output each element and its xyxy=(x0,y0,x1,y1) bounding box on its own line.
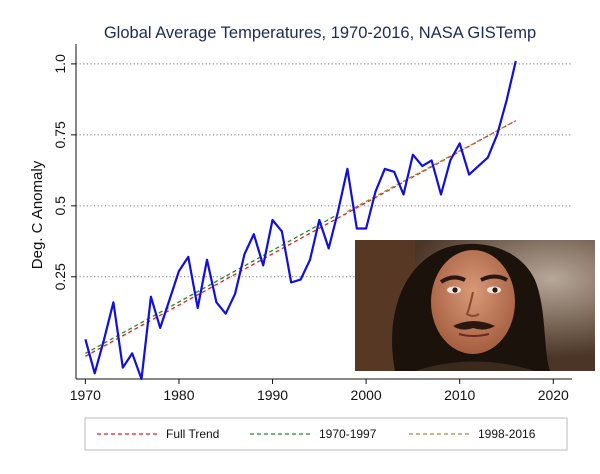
legend-label-1998-2016: 1998-2016 xyxy=(478,427,536,441)
x-tick-label: 1980 xyxy=(163,387,194,403)
y-tick-label: 1.0 xyxy=(52,54,68,74)
y-tick-label: 0.75 xyxy=(52,121,68,148)
portrait-illustration xyxy=(355,240,595,371)
legend-box xyxy=(84,417,568,451)
data-series xyxy=(84,60,517,381)
x-tick-label: 2000 xyxy=(351,387,382,403)
chart-title: Global Average Temperatures, 1970-2016, … xyxy=(104,24,536,42)
trend-lines xyxy=(85,120,517,357)
trend-line-1970-1997 xyxy=(85,213,339,355)
x-tick-label: 2010 xyxy=(444,387,475,403)
legend: Full Trend 1970-1997 1998-2016 xyxy=(84,417,568,451)
photo-inset xyxy=(355,240,595,371)
y-tick-label: 0.25 xyxy=(52,263,68,290)
x-tick-label: 1970 xyxy=(70,387,101,403)
y-axis-label: Deg. C Anomaly xyxy=(29,160,46,269)
x-tick-label: 2020 xyxy=(538,387,569,403)
legend-label-full-trend: Full Trend xyxy=(166,427,219,441)
y-tick-label: 0.5 xyxy=(52,196,68,216)
trend-line-1998-2016 xyxy=(347,120,517,213)
x-tick-label: 1990 xyxy=(257,387,288,403)
axes: 0.25 0.5 0.75 1.0 1970 1980 1990 2000 2010 2020 xyxy=(52,44,572,403)
trend-line-full-trend xyxy=(85,120,517,357)
legend-label-1970-1997: 1970-1997 xyxy=(319,427,377,441)
series-line xyxy=(84,60,517,381)
